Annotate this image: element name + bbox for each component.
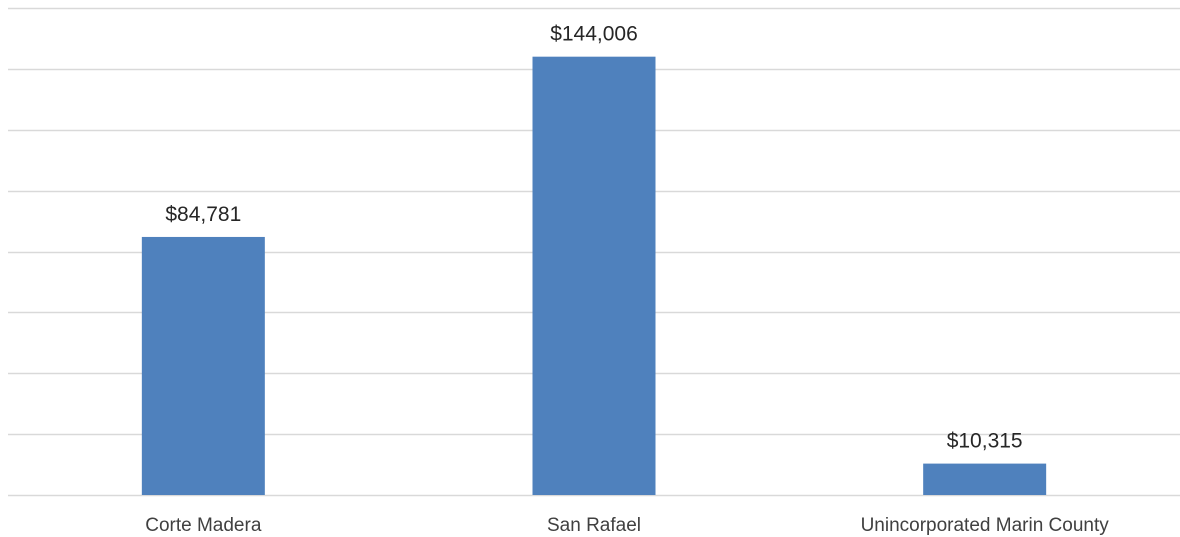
category-labels: Corte Madera San Rafael Unincorporated Mar…	[145, 515, 1109, 536]
data-label: $84,781	[165, 203, 241, 226]
category-label: San Rafael	[547, 515, 641, 536]
category-label: Corte Madera	[145, 515, 262, 536]
data-label: $10,315	[947, 430, 1023, 453]
category-label: Unincorporated Marin County	[861, 515, 1110, 536]
bar	[141, 236, 265, 496]
bar	[923, 463, 1047, 495]
data-labels: $84,781 $144,006 $10,315	[165, 23, 1022, 453]
bars	[141, 56, 1047, 496]
bar	[532, 56, 656, 496]
data-label: $144,006	[550, 23, 638, 46]
